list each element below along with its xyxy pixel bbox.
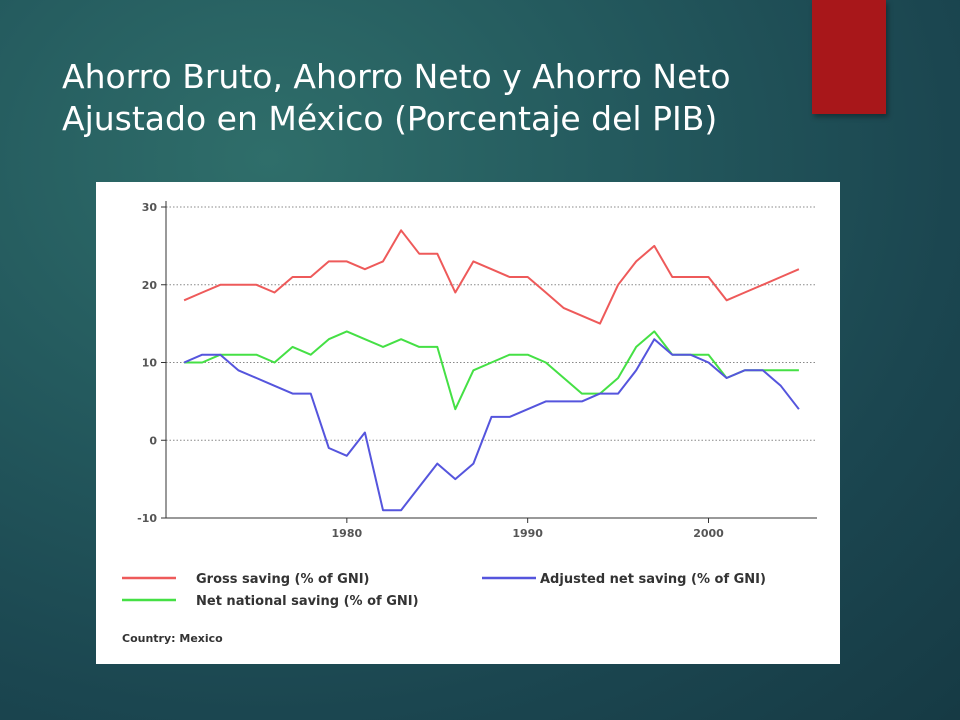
series-lines [183,229,800,512]
line-chart: 30 20 10 0 -10 1980 1990 2000 Gross saving (% … [122,201,817,609]
x-tick-label: 1980 [332,527,363,540]
y-tick-label: -10 [137,512,157,525]
legend-label-net: Net national saving (% of GNI) [196,594,419,609]
country-footer: Country: Mexico [122,632,223,645]
y-tick-label: 10 [142,357,158,370]
x-tick-label: 2000 [693,527,724,540]
y-tick-labels: 30 20 10 0 -10 [137,201,157,525]
axes [161,201,817,523]
accent-bar [812,0,886,114]
y-tick-label: 30 [142,201,158,214]
series-line-adjusted [183,338,800,512]
legend-label-adjusted: Adjusted net saving (% of GNI) [540,572,766,587]
chart-panel: 30 20 10 0 -10 1980 1990 2000 Gross saving (% … [96,182,840,664]
legend-label-gross: Gross saving (% of GNI) [196,572,369,587]
y-tick-label: 20 [142,279,158,292]
series-line-net [184,330,799,411]
x-tick-labels: 1980 1990 2000 [332,527,725,540]
slide-title: Ahorro Bruto, Ahorro Neto y Ahorro Neto … [62,57,731,138]
legend: Gross saving (% of GNI) Net national sav… [122,572,766,609]
y-tick-label: 0 [149,434,157,447]
series-line-gross [183,229,800,325]
x-tick-label: 1990 [512,527,543,540]
